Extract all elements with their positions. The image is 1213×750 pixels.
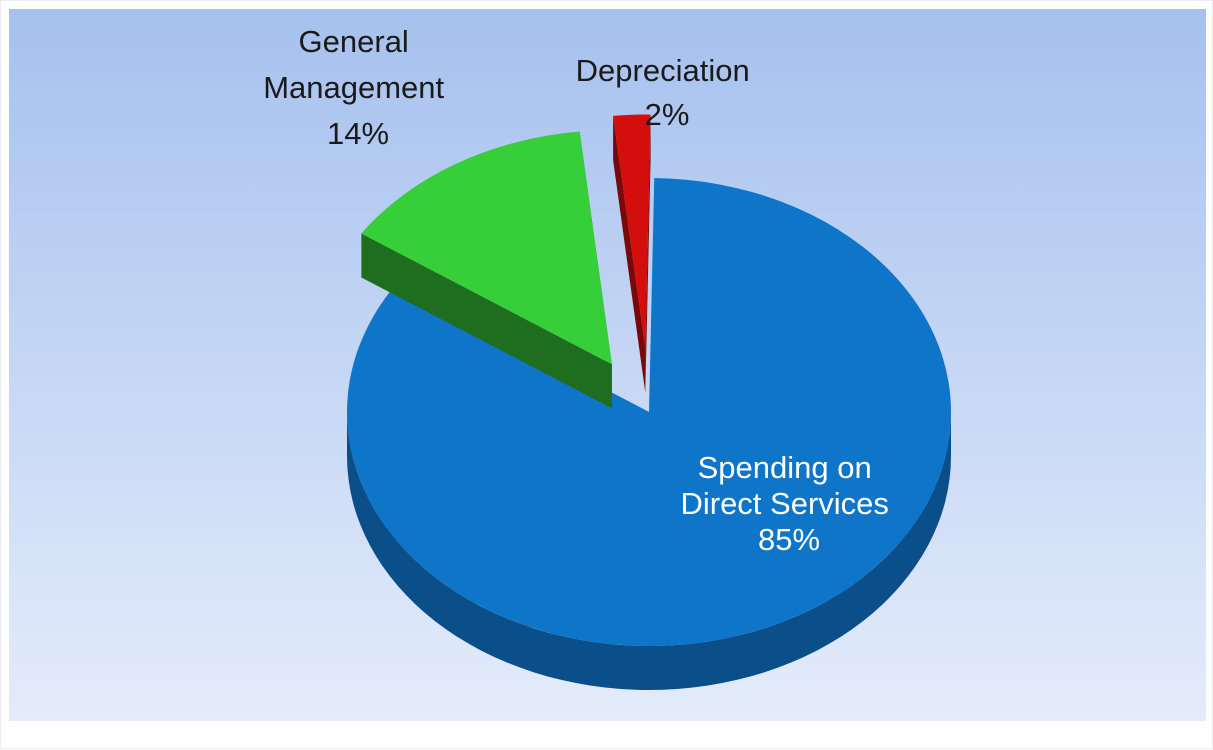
slice-label-depreciation: Depreciation 2% [576, 53, 759, 132]
label-line: Management [263, 70, 444, 105]
slice-side-wall [347, 412, 951, 690]
slice-radial-wall [645, 114, 651, 393]
label-line: Direct Services [680, 486, 888, 521]
pie-slices [347, 114, 952, 690]
slice-radial-wall [361, 233, 612, 409]
label-line: 14% [327, 116, 389, 151]
pie-slice-depreciation [613, 114, 651, 393]
slice-label-general-management: General Management 14% [263, 24, 453, 151]
slice-top-face [361, 131, 612, 365]
slice-radial-wall [613, 115, 646, 393]
label-line: 85% [758, 522, 820, 557]
label-line: Spending on [698, 450, 872, 485]
pie-slice-general-management [361, 131, 612, 409]
slice-top-face [347, 178, 952, 646]
label-line: General [299, 24, 409, 59]
slice-top-face [613, 114, 651, 349]
label-line: Depreciation [576, 53, 750, 88]
slice-label-direct-services: Spending on Direct Services 85% [680, 450, 897, 557]
label-line: 2% [645, 97, 690, 132]
slice-labels: Spending on Direct Services 85% General … [263, 24, 897, 557]
